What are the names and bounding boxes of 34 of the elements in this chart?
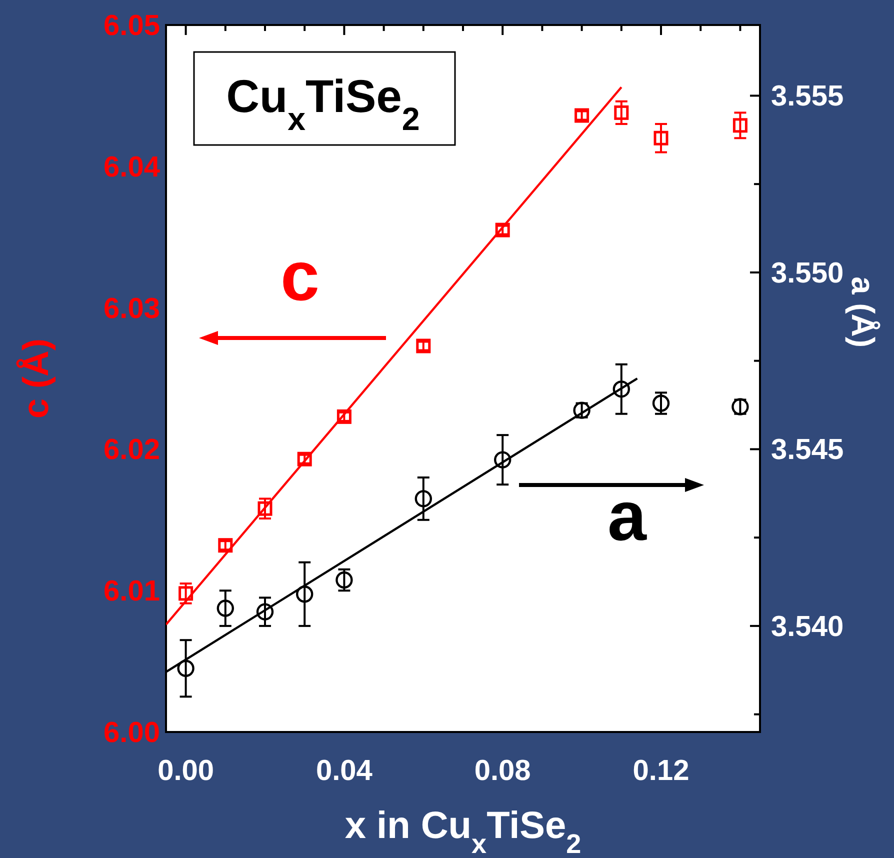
point [178, 586, 194, 601]
point [654, 130, 668, 146]
y-tick-label: 6.05 [104, 10, 160, 42]
annotation: c [280, 237, 320, 315]
point [177, 660, 194, 677]
point [494, 451, 512, 468]
y-tick-label: 6.02 [104, 434, 160, 466]
annotation: a [608, 477, 648, 555]
point [612, 380, 630, 398]
x-tick-label: 0.04 [316, 755, 372, 787]
x-tick-label: 0.00 [158, 755, 214, 787]
x-axis-title: x in Cu$_{x}$TiSe$_{2}$ [344, 805, 582, 858]
point [296, 586, 314, 603]
y2-axis-title: a (Å) [845, 276, 881, 348]
point [336, 571, 353, 589]
point [256, 603, 274, 620]
point [732, 118, 748, 133]
x-tick-label: 0.08 [474, 755, 531, 787]
y2-tick-label: 3.555 [771, 80, 844, 113]
point [216, 600, 234, 617]
point [614, 105, 629, 120]
y2-tick-label: 3.540 [771, 610, 844, 643]
y-tick-label: 6.01 [104, 576, 160, 608]
y-tick-label: 6.04 [104, 151, 160, 184]
point [652, 394, 670, 412]
y2-tick-label: 3.550 [771, 257, 844, 290]
y-axis-title: c (Å) [15, 338, 56, 418]
point [258, 501, 272, 516]
x-tick-label: 0.12 [632, 755, 690, 787]
y-tick-label: 6.03 [104, 292, 160, 325]
point [414, 490, 432, 508]
y2-tick-label: 3.545 [771, 434, 844, 466]
annotation: Cu$_{x}$TiSe$_{2}$ [226, 70, 420, 137]
y-tick-label: 6.00 [104, 717, 160, 749]
